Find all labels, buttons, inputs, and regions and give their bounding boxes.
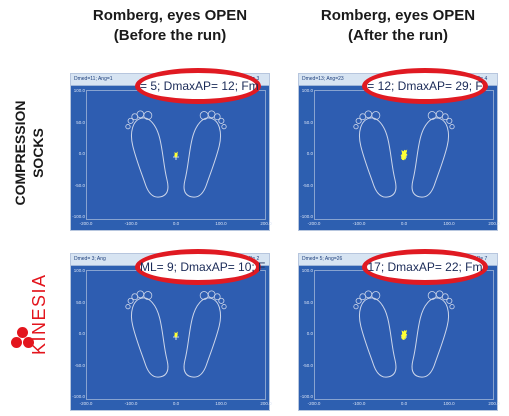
stabilogram-plot	[86, 270, 266, 400]
y-tick-label: -100.0	[72, 394, 85, 399]
kinesia-logo-dots	[11, 327, 34, 361]
y-tick-label: 50.0	[76, 299, 85, 305]
x-tick-label: 0.0	[172, 221, 180, 226]
x-tick-label: -100.0	[352, 221, 366, 226]
x-tick-label: 100.0	[215, 221, 227, 226]
y-tick-label: 100.0	[73, 268, 85, 273]
y-tick-label: 50.0	[304, 299, 313, 305]
x-tick-label: -100.0	[352, 401, 366, 406]
logo-dot-bottom-left	[11, 337, 22, 348]
y-tick-label: -100.0	[300, 214, 313, 219]
x-tick-label: -200.0	[307, 221, 321, 226]
y-tick-label: 0.0	[306, 151, 313, 156]
callout-text: = 5; DmaxAP= 12; Fm	[140, 79, 259, 93]
stabilogram-plot	[314, 90, 494, 220]
x-tick-label: -200.0	[79, 401, 93, 406]
feet-diagram	[125, 290, 227, 378]
panel-info-text: Dmed=13; Ang=23	[302, 76, 344, 82]
y-tick-label: 0.0	[78, 151, 85, 156]
callout-oval-after-kinesia: 17; DmaxAP= 22; Fm	[362, 249, 488, 285]
y-tick-label: 100.0	[301, 88, 313, 93]
column-header-after: Romberg, eyes OPEN (After the run)	[298, 6, 498, 46]
stabilogram-plot	[86, 90, 266, 220]
stabilogram-plot	[314, 270, 494, 400]
sway-trace	[174, 151, 179, 158]
callout-text: 17; DmaxAP= 22; Fm	[367, 260, 483, 274]
sway-trace	[400, 149, 408, 161]
column-header-before: Romberg, eyes OPEN (Before the run)	[70, 6, 270, 46]
y-tick-label: 0.0	[78, 331, 85, 336]
x-tick-label: -100.0	[124, 221, 138, 226]
feet-diagram	[353, 110, 455, 198]
sway-trace	[174, 331, 179, 338]
panel-info-text: Dmed= 5; Ang=26	[302, 256, 343, 262]
y-tick-label: -50.0	[302, 362, 313, 368]
y-tick-label: -50.0	[302, 182, 313, 188]
right-foot-outline	[183, 110, 227, 198]
callout-oval-before-kinesia: ML= 9; DmaxAP= 10; F	[135, 249, 266, 285]
y-tick-label: -100.0	[72, 214, 85, 219]
callout-text: ML= 9; DmaxAP= 10; F	[140, 260, 266, 274]
left-foot-outline	[353, 110, 397, 198]
y-tick-label: 100.0	[73, 88, 85, 93]
column-header-before-line2: (Before the run)	[113, 27, 227, 44]
column-header-after-line2: (After the run)	[348, 27, 448, 44]
panel-before-socks: Dmed=11; Ang=1FmaxAP= 3100.050.00.0-50.0…	[70, 73, 272, 231]
row-header-line2: SOCKS	[30, 128, 46, 178]
logo-dot-bottom-right	[23, 337, 34, 348]
callout-text: = 12; DmaxAP= 29; F	[367, 79, 483, 93]
x-tick-label: -200.0	[307, 401, 321, 406]
y-tick-label: 50.0	[304, 119, 313, 125]
callout-oval-after-socks: = 12; DmaxAP= 29; F	[362, 68, 488, 104]
x-tick-label: 100.0	[215, 401, 227, 406]
panel-info-text: Dmed=11; Ang=1	[74, 76, 113, 82]
x-tick-label: -200.0	[79, 221, 93, 226]
y-tick-label: -100.0	[300, 394, 313, 399]
x-tick-label: 0.0	[400, 401, 408, 406]
left-foot-outline	[353, 290, 397, 378]
y-tick-label: 50.0	[76, 119, 85, 125]
y-tick-label: -50.0	[74, 182, 85, 188]
feet-diagram	[353, 290, 455, 378]
x-tick-label: 200.0	[260, 221, 272, 226]
x-tick-label: 0.0	[400, 221, 408, 226]
right-foot-outline	[411, 110, 455, 198]
row-header-compression-socks: COMPRESSION SOCKS	[11, 88, 51, 218]
x-tick-label: 100.0	[443, 401, 455, 406]
panel-info-text: Dmed= 3; Ang	[74, 256, 106, 262]
x-tick-label: 200.0	[488, 221, 500, 226]
feet-diagram	[125, 110, 227, 198]
column-header-after-line1: Romberg, eyes OPEN	[320, 7, 476, 24]
y-tick-label: 100.0	[301, 268, 313, 273]
left-foot-outline	[125, 290, 169, 378]
x-tick-label: 100.0	[443, 221, 455, 226]
left-foot-outline	[125, 110, 169, 198]
row-header-line1: COMPRESSION	[12, 100, 28, 206]
y-tick-label: -50.0	[74, 362, 85, 368]
right-foot-outline	[183, 290, 227, 378]
logo-dot-top	[17, 327, 28, 338]
kinesia-logo: KINESIA	[11, 273, 56, 392]
right-foot-outline	[411, 290, 455, 378]
sway-trace	[400, 329, 408, 340]
x-tick-label: -100.0	[124, 401, 138, 406]
callout-oval-before-socks: = 5; DmaxAP= 12; Fm	[135, 68, 261, 104]
x-tick-label: 0.0	[172, 401, 180, 406]
x-tick-label: 200.0	[260, 401, 272, 406]
column-header-before-line1: Romberg, eyes OPEN	[92, 7, 248, 24]
y-tick-label: 0.0	[306, 331, 313, 336]
panel-before-kinesia: Dmed= 3; AngFmaxAP= 2100.050.00.0-50.0-1…	[70, 253, 272, 411]
x-tick-label: 200.0	[488, 401, 500, 406]
